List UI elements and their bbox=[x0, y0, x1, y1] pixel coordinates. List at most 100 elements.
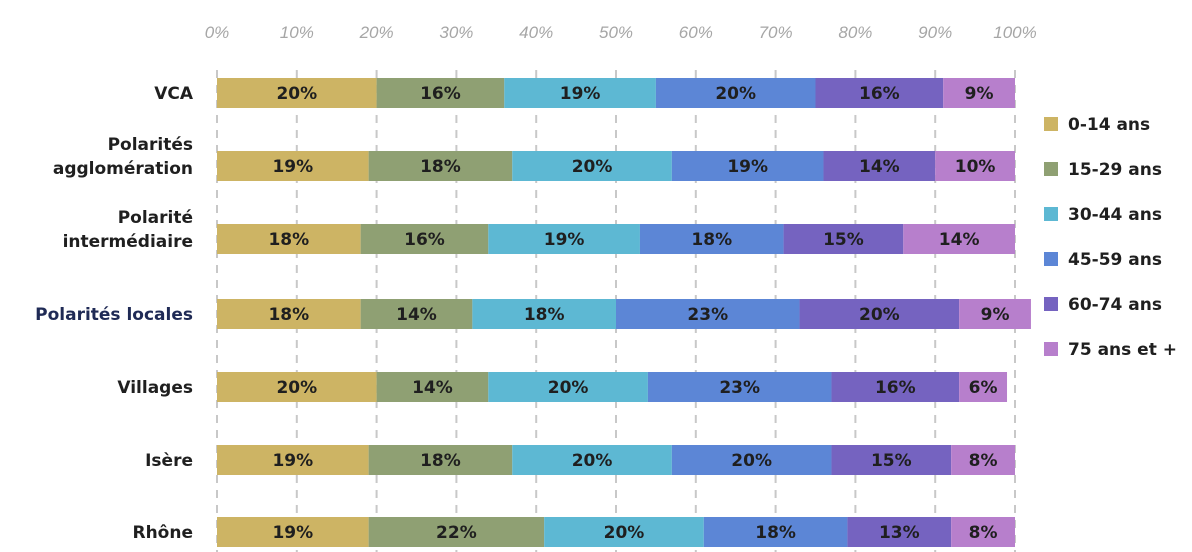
bar-segment bbox=[799, 299, 960, 329]
x-tick-label: 70% bbox=[759, 23, 793, 42]
data-label: 22% bbox=[436, 523, 477, 543]
data-label: 8% bbox=[969, 523, 998, 543]
x-tick-label: 10% bbox=[280, 23, 314, 42]
legend-label: 60-74 ans bbox=[1068, 295, 1162, 315]
legend-swatch bbox=[1044, 207, 1058, 221]
bar-segment bbox=[512, 445, 672, 475]
x-tick-label: 30% bbox=[439, 23, 473, 42]
data-label: 19% bbox=[560, 84, 601, 104]
bar-segment bbox=[360, 299, 473, 329]
data-label: 16% bbox=[859, 84, 900, 104]
data-label: 14% bbox=[396, 305, 437, 325]
bar-segment bbox=[823, 151, 936, 181]
data-label: 9% bbox=[965, 84, 994, 104]
category-labels: VCA Polarités agglomération Polarité intermé… bbox=[35, 84, 194, 543]
data-label: 18% bbox=[524, 305, 565, 325]
data-label: 20% bbox=[604, 523, 645, 543]
bar-segment bbox=[217, 517, 369, 547]
data-label: 18% bbox=[268, 305, 309, 325]
legend: 0-14 ans 15-29 ans 30-44 ans 45-59 ans 60-74… bbox=[1044, 115, 1177, 360]
bar-segment bbox=[368, 151, 513, 181]
category-label: Isère bbox=[145, 451, 193, 471]
bar-segment bbox=[703, 517, 848, 547]
data-label: 18% bbox=[268, 230, 309, 250]
bar-segment bbox=[217, 224, 361, 254]
data-label: 20% bbox=[572, 157, 613, 177]
bar-segment bbox=[647, 372, 832, 402]
bar-segment bbox=[655, 78, 816, 108]
bar-segment bbox=[217, 299, 361, 329]
bar-segment bbox=[217, 445, 369, 475]
data-label: 20% bbox=[572, 451, 613, 471]
bar-segment bbox=[376, 78, 505, 108]
data-label: 19% bbox=[727, 157, 768, 177]
bar-segment bbox=[368, 445, 513, 475]
data-label: 19% bbox=[272, 157, 313, 177]
bar-segment bbox=[847, 517, 952, 547]
x-tick-label: 40% bbox=[519, 23, 553, 42]
legend-swatch bbox=[1044, 342, 1058, 356]
bar-segment bbox=[368, 517, 545, 547]
bar-segment bbox=[935, 151, 1015, 181]
x-tick-label: 90% bbox=[918, 23, 952, 42]
category-label: Polarité intermédiaire bbox=[63, 208, 193, 252]
legend-swatch bbox=[1044, 162, 1058, 176]
legend-label: 30-44 ans bbox=[1068, 205, 1162, 225]
x-tick-label: 80% bbox=[838, 23, 872, 42]
legend-swatch bbox=[1044, 297, 1058, 311]
data-label: 20% bbox=[859, 305, 900, 325]
x-tick-label: 20% bbox=[359, 23, 394, 42]
bars: 20% 16% 19% 20% 16% 9% 19% 18% 20% 19% 14% 10% 18% 16… bbox=[217, 78, 1031, 547]
category-label: Polarités agglomération bbox=[53, 135, 193, 179]
data-label: 18% bbox=[691, 230, 732, 250]
bar-segment bbox=[488, 224, 640, 254]
bar-segment bbox=[217, 372, 377, 402]
bar-segment bbox=[360, 224, 489, 254]
bar-segment bbox=[959, 299, 1031, 329]
x-tick-label: 60% bbox=[679, 23, 713, 42]
data-label: 20% bbox=[715, 84, 756, 104]
legend-label: 15-29 ans bbox=[1068, 160, 1162, 180]
bar-segment bbox=[671, 445, 832, 475]
legend-label: 75 ans et + bbox=[1068, 340, 1177, 360]
data-label: 18% bbox=[420, 451, 461, 471]
bar-segment bbox=[831, 445, 952, 475]
data-label: 14% bbox=[859, 157, 900, 177]
category-label: Villages bbox=[117, 378, 193, 398]
data-label: 20% bbox=[548, 378, 589, 398]
legend-label: 45-59 ans bbox=[1068, 250, 1162, 270]
legend-swatch bbox=[1044, 252, 1058, 266]
category-label: Polarités locales bbox=[35, 305, 193, 325]
data-label: 15% bbox=[823, 230, 864, 250]
x-tick-label: 100% bbox=[993, 23, 1036, 42]
x-tick-label: 0% bbox=[205, 23, 230, 42]
category-label: Rhône bbox=[132, 523, 193, 543]
data-label: 8% bbox=[969, 451, 998, 471]
data-label: 16% bbox=[875, 378, 916, 398]
data-label: 20% bbox=[276, 84, 317, 104]
bar-segment bbox=[951, 445, 1015, 475]
bar-segment bbox=[671, 151, 824, 181]
legend-swatch bbox=[1044, 117, 1058, 131]
data-label: 16% bbox=[404, 230, 445, 250]
bar-segment bbox=[504, 78, 656, 108]
x-axis-ticks: 0% 10% 20% 30% 40% 50% 60% 70% 80% 90% 100% bbox=[205, 23, 1037, 42]
data-label: 14% bbox=[412, 378, 453, 398]
bar-segment bbox=[639, 224, 784, 254]
bar-segment bbox=[783, 224, 904, 254]
bar-segment bbox=[951, 517, 1015, 547]
category-label: VCA bbox=[154, 84, 194, 104]
bar-segment bbox=[512, 151, 672, 181]
legend-label: 0-14 ans bbox=[1068, 115, 1150, 135]
data-label: 20% bbox=[276, 378, 317, 398]
bar-segment bbox=[831, 372, 960, 402]
data-label: 6% bbox=[969, 378, 998, 398]
data-label: 15% bbox=[871, 451, 912, 471]
x-tick-label: 50% bbox=[599, 23, 633, 42]
data-label: 19% bbox=[272, 523, 313, 543]
bar-segment bbox=[544, 517, 704, 547]
bar-segment bbox=[903, 224, 1015, 254]
bar-segment bbox=[217, 78, 377, 108]
bar-segment bbox=[943, 78, 1015, 108]
